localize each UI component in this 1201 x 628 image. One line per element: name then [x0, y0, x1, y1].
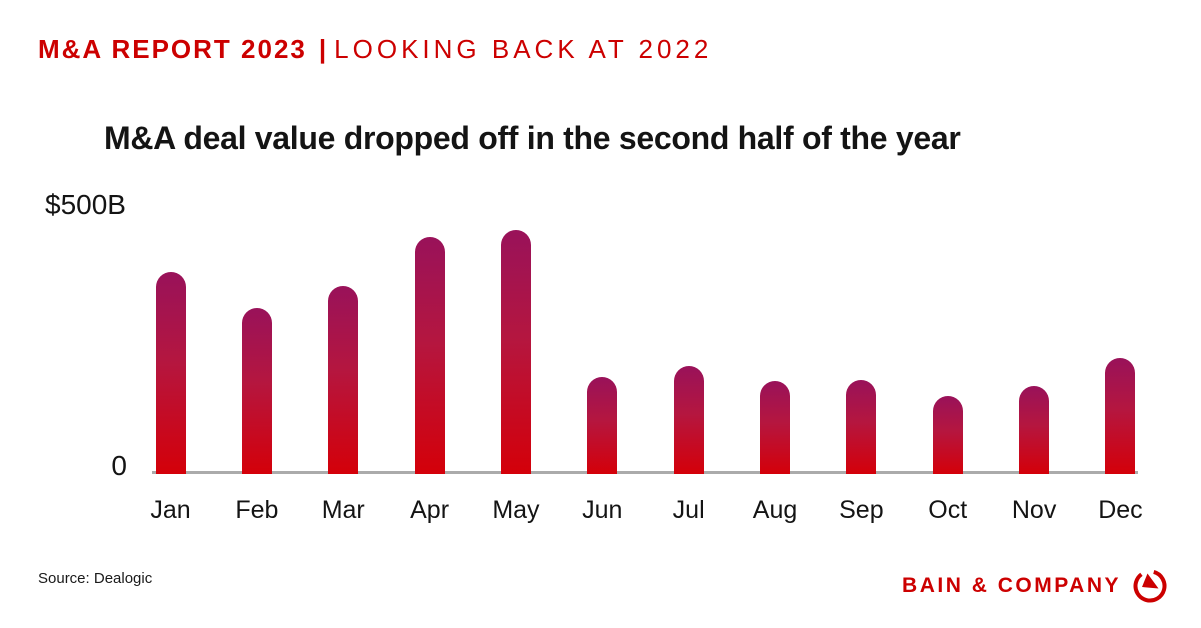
bar-may — [500, 230, 531, 474]
source-note: Source: Dealogic — [38, 570, 153, 587]
chart-title: M&A deal value dropped off in the second… — [104, 120, 961, 156]
bar-feb — [241, 308, 272, 474]
bar-jan — [155, 272, 186, 474]
x-tick-dec: Dec — [1098, 496, 1143, 524]
bar-dec — [1105, 358, 1136, 474]
brand-lockup: BAIN & COMPANY — [902, 566, 1169, 606]
x-tick-feb: Feb — [235, 496, 279, 524]
plot-area — [152, 200, 1138, 474]
x-tick-apr: Apr — [410, 496, 450, 524]
y-axis-max-label: $500B — [45, 189, 126, 220]
bar-oct — [932, 396, 963, 474]
x-tick-sep: Sep — [839, 496, 884, 524]
x-tick-may: May — [492, 496, 540, 524]
bar-sep — [846, 380, 877, 474]
x-tick-jun: Jun — [582, 496, 623, 524]
x-tick-nov: Nov — [1011, 496, 1057, 524]
x-tick-jan: Jan — [150, 496, 191, 524]
brand-name: BAIN & COMPANY — [902, 574, 1121, 597]
x-tick-aug: Aug — [752, 496, 798, 524]
kicker-separator: | — [318, 34, 327, 64]
bar-jun — [587, 377, 618, 474]
bar-aug — [760, 381, 791, 474]
x-tick-oct: Oct — [928, 496, 968, 524]
bar-nov — [1019, 386, 1050, 474]
bar-apr — [414, 237, 445, 474]
x-axis-baseline — [152, 471, 1138, 474]
x-tick-jul: Jul — [672, 496, 705, 524]
bar-mar — [328, 286, 359, 474]
report-kicker: M&A REPORT 2023 | LOOKING BACK AT 2022 — [38, 34, 712, 65]
x-tick-mar: Mar — [321, 496, 365, 524]
kicker-subtitle-text: LOOKING BACK AT 2022 — [334, 34, 713, 64]
bar-jul — [673, 366, 704, 474]
y-axis-zero-label: 0 — [111, 450, 127, 481]
bain-compass-icon — [1131, 567, 1169, 605]
kicker-bold-text: M&A REPORT 2023 — [38, 34, 307, 64]
